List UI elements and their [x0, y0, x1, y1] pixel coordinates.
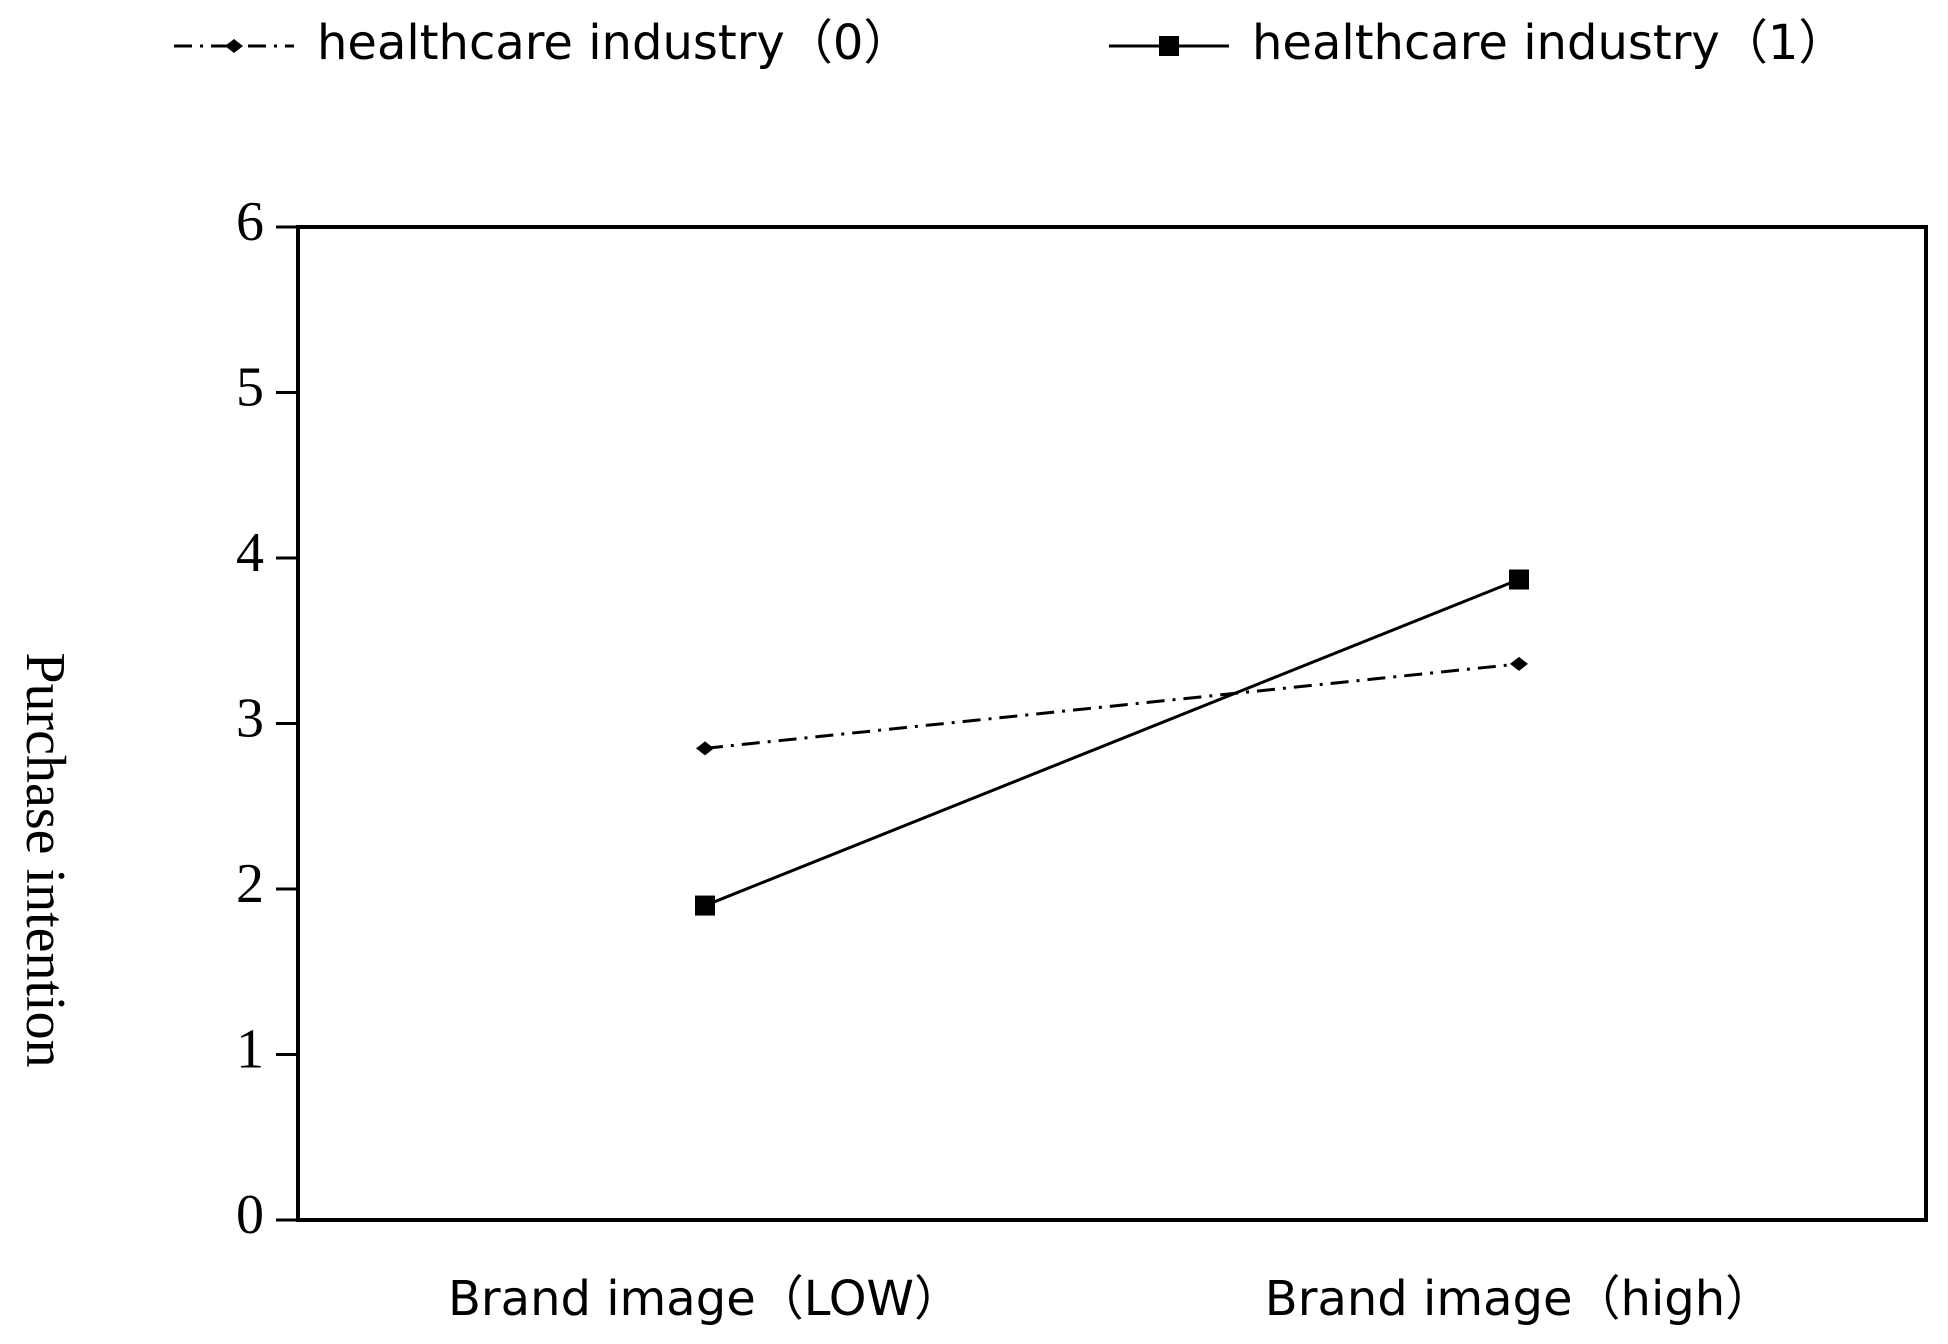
legend-label: healthcare industry（0）	[317, 15, 911, 71]
y-axis-label: Purchase intention	[14, 652, 76, 1067]
x-tick-label: Brand image（LOW）	[448, 1271, 962, 1327]
legend-marker	[1159, 36, 1179, 56]
marker	[696, 741, 714, 756]
marker	[1509, 569, 1529, 590]
y-tick-label: 3	[236, 687, 264, 749]
y-tick-label: 5	[236, 356, 264, 418]
x-tick-label: Brand image（high）	[1265, 1271, 1773, 1327]
marker	[695, 895, 715, 916]
series-line	[704, 662, 1520, 750]
y-tick-label: 6	[236, 191, 264, 253]
legend-marker	[225, 39, 243, 53]
y-tick-label: 4	[236, 522, 264, 584]
y-tick-label: 2	[236, 853, 264, 915]
y-tick-label: 1	[236, 1018, 264, 1080]
plot-frame	[296, 225, 1928, 1222]
series-line	[704, 578, 1520, 907]
legend-label: healthcare industry（1）	[1252, 15, 1846, 71]
marker	[1510, 656, 1528, 671]
y-tick-label: 0	[236, 1184, 264, 1246]
